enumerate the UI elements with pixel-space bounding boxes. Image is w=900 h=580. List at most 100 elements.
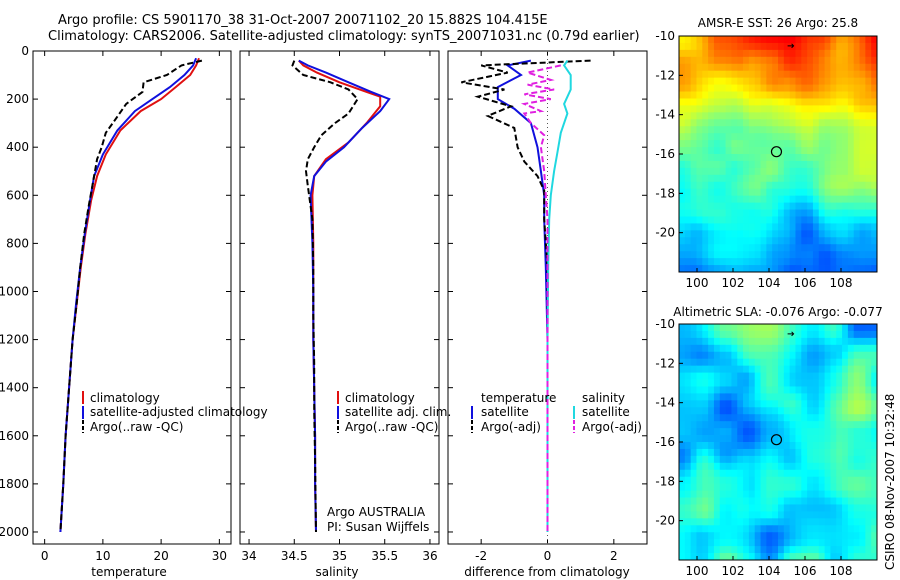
map-cell: [853, 553, 860, 561]
map-cell: [842, 518, 849, 526]
map-cell: [684, 84, 692, 92]
map-cell: [737, 504, 744, 512]
map-cell: [789, 518, 796, 526]
map-cell: [795, 365, 802, 373]
map-cell: [801, 414, 808, 422]
map-cell: [702, 518, 709, 526]
map-cell: [795, 407, 802, 415]
map-cell: [696, 167, 703, 176]
map-cell: [818, 483, 825, 491]
map-cell: [766, 202, 773, 210]
map-cell: [702, 504, 709, 512]
map-cell: [748, 553, 756, 561]
map-cell: [865, 244, 872, 252]
map-cell: [696, 237, 703, 245]
map-cell: [865, 421, 872, 429]
map-cell: [684, 133, 692, 141]
map-cell: [708, 223, 715, 231]
map-cell: [789, 70, 796, 79]
map-cell: [684, 435, 692, 443]
map-cell: [737, 209, 744, 217]
map-cell: [871, 105, 878, 113]
map-cell: [801, 112, 808, 120]
map-cell: [690, 133, 697, 141]
map-cell: [859, 344, 866, 353]
map-cell: [801, 265, 808, 273]
map-cell: [690, 525, 697, 533]
map-cell: [853, 421, 860, 429]
map-cell: [830, 330, 837, 339]
map-cell: [847, 91, 855, 99]
map-cell: [713, 181, 721, 190]
map-cell: [865, 119, 872, 127]
map-cell: [719, 330, 726, 339]
map-cell: [789, 525, 796, 533]
map-cell: [801, 84, 808, 92]
map-cell: [760, 56, 767, 65]
map-cell: [847, 525, 855, 533]
map-cell: [783, 483, 791, 491]
map-cell: [778, 258, 785, 266]
map-cell: [795, 414, 802, 422]
map-cell: [824, 174, 831, 183]
map-cell: [801, 372, 808, 380]
map-cell: [754, 63, 761, 72]
map-cell: [760, 160, 767, 169]
map-cell: [708, 351, 715, 360]
map-cell: [783, 147, 791, 155]
map-cell: [713, 414, 721, 422]
map-cell: [708, 546, 715, 554]
map-cell: [824, 70, 831, 79]
map-cell: [830, 119, 837, 127]
map-cell: [766, 469, 773, 478]
map-cell: [684, 70, 692, 79]
map-cell: [795, 428, 802, 436]
map-cell: [824, 414, 831, 422]
map-cell: [859, 202, 866, 210]
map-cell: [719, 56, 726, 65]
map-cell: [725, 154, 732, 162]
map-cell: [725, 428, 732, 436]
map-cell: [865, 400, 872, 408]
map-cell: [801, 476, 808, 485]
map-cell: [679, 476, 686, 485]
map-cell: [812, 462, 820, 471]
map-cell: [737, 483, 744, 491]
map-cell: [760, 344, 767, 353]
map-cell: [702, 209, 709, 217]
map-y-tick-label: -20: [655, 226, 675, 240]
map-cell: [778, 400, 785, 408]
map-cell: [842, 251, 849, 259]
map-cell: [801, 539, 808, 547]
map-cell: [737, 70, 744, 79]
map-cell: [743, 195, 750, 203]
map-cell: [824, 237, 831, 245]
map-cell: [795, 49, 802, 58]
map-cell: [824, 400, 831, 408]
map-cell: [842, 223, 849, 231]
map-cell: [818, 77, 825, 85]
map-cell: [812, 119, 820, 127]
map-cell: [801, 435, 808, 443]
map-cell: [830, 216, 837, 224]
map-cell: [731, 98, 738, 106]
map-cell: [830, 112, 837, 120]
map-cell: [853, 98, 860, 106]
map-cell: [731, 553, 738, 561]
map-cell: [824, 358, 831, 367]
map-cell: [801, 469, 808, 478]
map-cell: [865, 358, 872, 367]
map-cell: [684, 258, 692, 266]
map-cell: [679, 160, 686, 169]
map-cell: [772, 265, 779, 273]
map-cell: [719, 497, 726, 505]
map-cell: [859, 230, 866, 238]
map-cell: [696, 324, 703, 332]
map-cell: [824, 407, 831, 415]
map-cell: [737, 140, 744, 148]
map-cell: [778, 539, 785, 547]
map-cell: [778, 216, 785, 224]
map-cell: [871, 84, 878, 92]
map-cell: [772, 421, 779, 429]
map-cell: [696, 379, 703, 387]
